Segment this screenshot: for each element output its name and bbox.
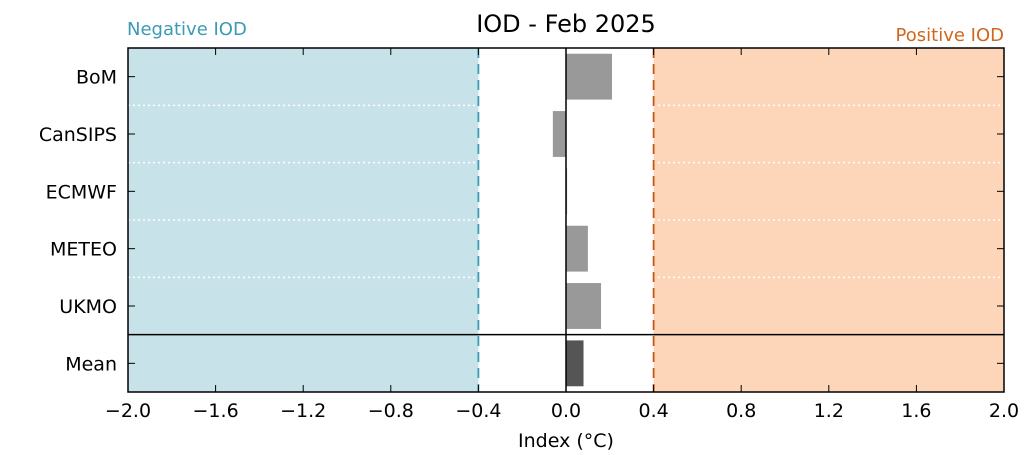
x-tick-label: −2.0	[105, 400, 151, 422]
x-tick-label: 0.8	[726, 400, 756, 422]
bar-bom	[566, 53, 612, 100]
category-label-meteo: METEO	[50, 239, 117, 261]
bar-ukmo	[566, 283, 602, 329]
line-layer	[128, 48, 1004, 392]
grid-layer	[128, 104, 1004, 279]
x-tick-label: 1.6	[901, 400, 931, 422]
category-label-ukmo: UKMO	[59, 296, 117, 318]
negative-iod-label: Negative IOD	[127, 19, 247, 40]
x-tick-label: 1.2	[814, 400, 844, 422]
chart-title: IOD - Feb 2025	[476, 10, 656, 38]
bar-cansips	[552, 111, 566, 157]
category-label-cansips: CanSIPS	[39, 124, 117, 146]
category-label-bom: BoM	[76, 67, 117, 89]
x-axis-label: Index (°C)	[518, 430, 614, 452]
x-tick-label: −1.6	[193, 400, 239, 422]
category-label-ecmwf: ECMWF	[46, 181, 117, 203]
category-label-mean: Mean	[65, 353, 117, 375]
bar-mean	[566, 340, 584, 387]
x-tick-label: −0.8	[368, 400, 414, 422]
x-tick-label: 2.0	[989, 400, 1019, 422]
bar-meteo	[566, 225, 588, 272]
x-tick-label: 0.0	[551, 400, 581, 422]
positive-iod-label: Positive IOD	[896, 25, 1004, 46]
axes-layer: −2.0 −1.6 −1.2 −0.8 −0.4 0.0 0.4 0.8 1.2 1.6 2.0 Bo…	[39, 47, 1019, 422]
x-tick-label: 0.4	[638, 400, 668, 422]
x-tick-label: −1.2	[280, 400, 326, 422]
x-tick-label: −0.4	[455, 400, 501, 422]
